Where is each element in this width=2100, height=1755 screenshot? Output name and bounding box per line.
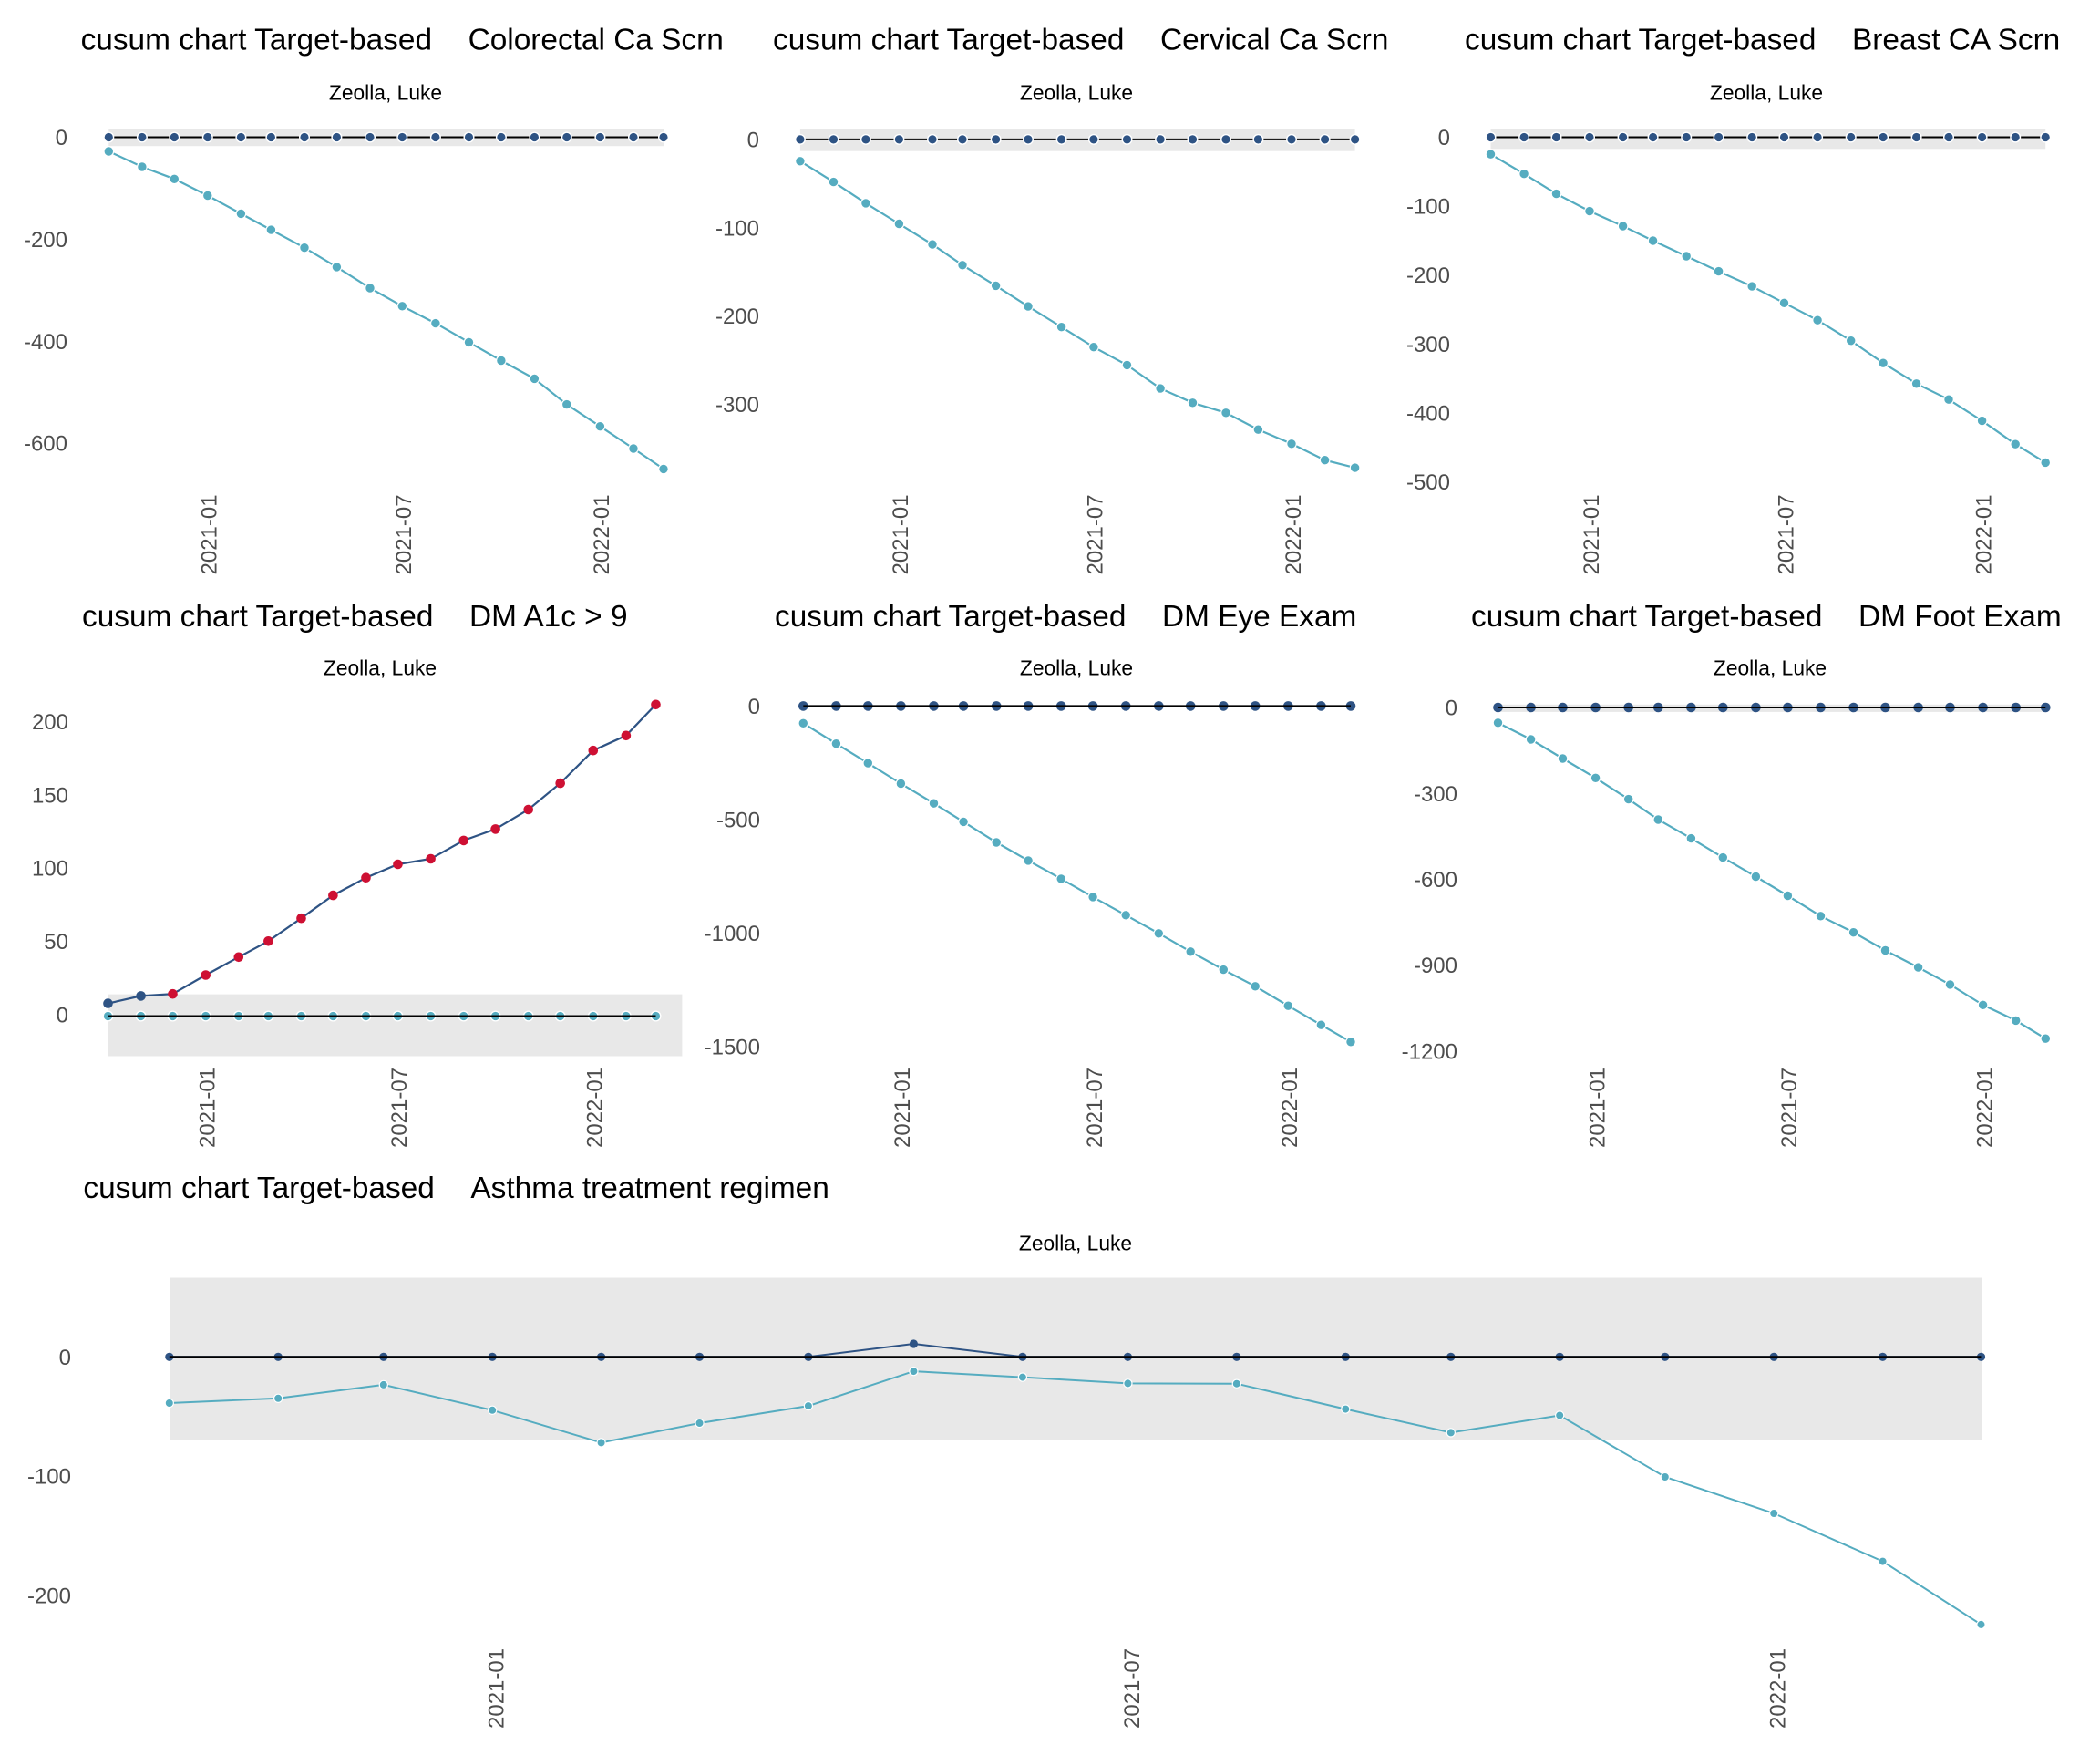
svg-text:-600: -600 [24,432,67,457]
svg-text:DM A1c > 9: DM A1c > 9 [469,600,628,634]
svg-text:50: 50 [44,930,68,955]
svg-text:Colorectal Ca Scrn: Colorectal Ca Scrn [468,24,724,57]
svg-text:-200: -200 [715,305,759,329]
svg-text:Cervical Ca Scrn: Cervical Ca Scrn [1160,24,1389,57]
svg-text:2021-01: 2021-01 [1585,1068,1610,1148]
svg-text:cusum chart Target-based: cusum chart Target-based [1465,24,1816,57]
svg-text:2021-07: 2021-07 [1774,494,1798,574]
svg-text:100: 100 [32,857,68,882]
svg-text:cusum chart Target-based: cusum chart Target-based [82,600,433,634]
svg-text:cusum chart Target-based: cusum chart Target-based [775,600,1126,634]
svg-text:2021-01: 2021-01 [890,1068,915,1148]
svg-text:2022-01: 2022-01 [590,494,614,574]
svg-text:2021-01: 2021-01 [198,494,222,574]
svg-text:-100: -100 [1406,195,1450,220]
svg-text:2021-07: 2021-07 [1777,1068,1802,1148]
svg-text:0: 0 [1446,697,1457,721]
svg-text:-200: -200 [27,1584,71,1608]
svg-text:2022-01: 2022-01 [583,1068,608,1148]
svg-text:-300: -300 [1414,782,1457,807]
svg-text:Asthma treatment regimen: Asthma treatment regimen [470,1172,829,1205]
svg-text:-300: -300 [1406,333,1450,357]
svg-text:0: 0 [748,695,760,719]
svg-text:2022-01: 2022-01 [1278,1068,1302,1148]
svg-text:-400: -400 [1406,401,1450,426]
svg-text:-1000: -1000 [705,922,760,946]
svg-text:Zeolla, Luke: Zeolla, Luke [1710,80,1823,104]
svg-text:2021-01: 2021-01 [485,1648,510,1729]
svg-text:0: 0 [747,129,759,153]
svg-text:Zeolla, Luke: Zeolla, Luke [1020,656,1133,680]
svg-text:-300: -300 [715,393,759,418]
svg-text:-600: -600 [1414,868,1457,893]
svg-text:cusum chart Target-based: cusum chart Target-based [1471,600,1822,634]
svg-text:2021-07: 2021-07 [1120,1648,1145,1729]
svg-text:0: 0 [59,1346,71,1370]
svg-text:-500: -500 [716,809,760,833]
svg-text:2021-01: 2021-01 [195,1068,220,1148]
svg-text:2021-01: 2021-01 [1580,494,1604,574]
svg-text:Zeolla, Luke: Zeolla, Luke [1019,1232,1132,1255]
svg-text:2022-01: 2022-01 [1972,1068,1997,1148]
svg-text:Breast CA Scrn: Breast CA Scrn [1852,24,2060,57]
svg-text:-500: -500 [1406,470,1450,495]
svg-text:-400: -400 [24,330,67,355]
svg-text:2021-01: 2021-01 [889,494,913,574]
svg-text:150: 150 [32,783,68,808]
svg-text:2021-07: 2021-07 [1083,1068,1107,1148]
svg-text:Zeolla, Luke: Zeolla, Luke [324,656,437,680]
svg-text:Zeolla, Luke: Zeolla, Luke [1714,656,1827,680]
svg-text:DM Foot Exam: DM Foot Exam [1858,600,2062,634]
svg-text:0: 0 [56,126,67,150]
svg-text:2021-07: 2021-07 [1084,494,1108,574]
svg-text:-100: -100 [715,216,759,241]
svg-text:Zeolla, Luke: Zeolla, Luke [329,80,442,104]
svg-text:-200: -200 [24,228,67,253]
svg-text:cusum chart Target-based: cusum chart Target-based [81,24,432,57]
svg-text:-200: -200 [1406,263,1450,288]
svg-text:2022-01: 2022-01 [1282,494,1306,574]
svg-text:cusum chart Target-based: cusum chart Target-based [83,1172,434,1205]
svg-text:2021-07: 2021-07 [392,494,417,574]
svg-text:DM Eye Exam: DM Eye Exam [1162,600,1356,634]
svg-text:-100: -100 [27,1465,71,1490]
svg-text:2022-01: 2022-01 [1766,1648,1791,1729]
svg-text:Zeolla, Luke: Zeolla, Luke [1020,80,1133,104]
svg-text:0: 0 [1438,126,1450,150]
svg-text:-1500: -1500 [705,1035,760,1059]
svg-text:cusum chart Target-based: cusum chart Target-based [773,24,1124,57]
svg-text:200: 200 [32,710,68,735]
svg-text:-900: -900 [1414,954,1457,978]
svg-text:0: 0 [57,1004,68,1028]
svg-text:-1200: -1200 [1402,1039,1457,1064]
svg-text:2022-01: 2022-01 [1971,494,1996,574]
svg-text:2021-07: 2021-07 [387,1068,412,1148]
